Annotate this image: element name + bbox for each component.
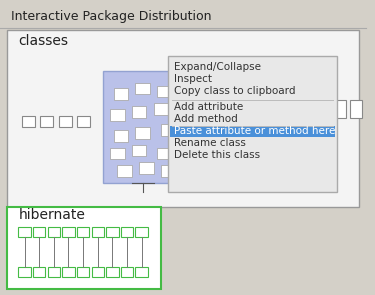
Bar bbox=[132, 106, 147, 118]
Bar bbox=[92, 227, 104, 237]
Bar bbox=[22, 116, 35, 127]
Text: hibernate: hibernate bbox=[18, 208, 85, 222]
Text: classes: classes bbox=[18, 34, 68, 48]
Bar bbox=[62, 267, 75, 277]
Bar bbox=[135, 267, 148, 277]
Bar bbox=[333, 100, 346, 118]
Bar bbox=[77, 227, 89, 237]
Text: Rename class: Rename class bbox=[174, 138, 246, 148]
FancyBboxPatch shape bbox=[168, 56, 337, 192]
Bar bbox=[135, 227, 148, 237]
Bar bbox=[158, 148, 172, 159]
Bar bbox=[135, 127, 150, 139]
Bar bbox=[106, 267, 118, 277]
Bar bbox=[158, 86, 172, 97]
Bar bbox=[106, 227, 118, 237]
Text: Add attribute: Add attribute bbox=[174, 102, 243, 112]
Bar bbox=[114, 130, 128, 142]
Bar bbox=[77, 267, 89, 277]
Bar bbox=[132, 145, 147, 156]
Bar bbox=[110, 148, 125, 159]
Bar bbox=[77, 116, 90, 127]
Bar bbox=[33, 227, 45, 237]
Bar bbox=[161, 124, 176, 136]
Bar bbox=[135, 83, 150, 94]
Text: Copy class to clipboard: Copy class to clipboard bbox=[174, 86, 296, 96]
Bar bbox=[121, 267, 133, 277]
Bar bbox=[117, 165, 132, 177]
Bar bbox=[40, 116, 54, 127]
FancyBboxPatch shape bbox=[8, 30, 359, 206]
Text: Delete this class: Delete this class bbox=[174, 150, 260, 160]
Bar bbox=[58, 116, 72, 127]
Bar bbox=[18, 227, 31, 237]
Text: Add method: Add method bbox=[174, 114, 238, 124]
Text: Inspect: Inspect bbox=[174, 74, 212, 84]
Bar bbox=[161, 165, 176, 177]
FancyBboxPatch shape bbox=[170, 126, 335, 137]
Bar bbox=[114, 88, 128, 100]
Text: Expand/Collapse: Expand/Collapse bbox=[174, 62, 261, 72]
Bar bbox=[121, 227, 133, 237]
Bar bbox=[48, 227, 60, 237]
FancyBboxPatch shape bbox=[8, 206, 161, 289]
Bar bbox=[110, 109, 125, 121]
Bar bbox=[62, 227, 75, 237]
Bar bbox=[48, 267, 60, 277]
Bar bbox=[139, 162, 154, 174]
Bar bbox=[18, 267, 31, 277]
FancyBboxPatch shape bbox=[0, 0, 366, 30]
FancyBboxPatch shape bbox=[102, 71, 205, 183]
Text: Interactive Package Distribution: Interactive Package Distribution bbox=[11, 10, 211, 23]
Bar bbox=[154, 103, 168, 115]
Text: Paste attribute or method here: Paste attribute or method here bbox=[174, 126, 335, 136]
Bar bbox=[350, 100, 362, 118]
Bar bbox=[92, 267, 104, 277]
Bar bbox=[33, 267, 45, 277]
